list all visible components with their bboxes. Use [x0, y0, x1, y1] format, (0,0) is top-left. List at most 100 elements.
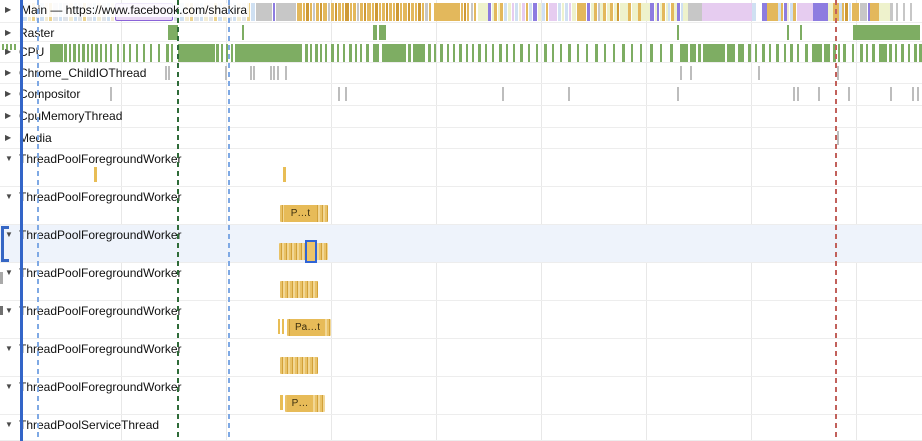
activity-segment	[839, 3, 842, 21]
activity-segment	[688, 3, 702, 21]
task-tick[interactable]	[282, 319, 284, 334]
activity-bar	[698, 44, 701, 62]
disclosure-triangle-icon[interactable]: ▼	[5, 230, 13, 239]
activity-bar	[110, 44, 112, 62]
track-row-media[interactable]: ▶ Media	[0, 128, 922, 149]
disclosure-triangle-icon[interactable]: ▼	[5, 306, 13, 315]
activity-segment	[828, 3, 833, 21]
activity-segment	[408, 3, 410, 21]
activity-bar	[413, 44, 425, 62]
track-row-threadpoolforegroundworker-3[interactable]: ▼ ThreadPoolForegroundWorker	[0, 225, 922, 263]
task-bar[interactable]: P…	[285, 395, 325, 412]
activity-segment	[529, 3, 532, 21]
disclosure-triangle-icon[interactable]: ▶	[5, 5, 12, 14]
track-row-cpumemorythread[interactable]: ▶ CpuMemoryThread	[0, 106, 922, 128]
activity-segment	[793, 3, 796, 21]
activity-bar	[797, 44, 799, 62]
activity-bar	[568, 44, 571, 62]
activity-bar	[790, 44, 793, 62]
task-bar[interactable]: P…t	[280, 205, 328, 222]
track-row-compositor[interactable]: ▶ Compositor	[0, 84, 922, 106]
activity-bar	[382, 44, 406, 62]
track-row-threadpoolservicethread[interactable]: ▼ ThreadPoolServiceThread	[0, 415, 922, 441]
activity-segment	[614, 3, 617, 21]
disclosure-triangle-icon[interactable]: ▼	[5, 154, 13, 163]
event-tick	[273, 66, 275, 80]
activity-segment	[303, 3, 305, 21]
activity-bar	[703, 44, 725, 62]
event-tick	[250, 66, 252, 80]
disclosure-triangle-icon[interactable]: ▶	[5, 47, 12, 56]
track-row-threadpoolforegroundworker-2[interactable]: ▼ ThreadPoolForegroundWorker P…t	[0, 187, 922, 225]
activity-bar	[136, 44, 138, 62]
disclosure-triangle-icon[interactable]: ▼	[5, 344, 13, 353]
track-row-threadpoolforegroundworker-6[interactable]: ▼ ThreadPoolForegroundWorker	[0, 339, 922, 377]
disclosure-triangle-icon[interactable]: ▼	[5, 192, 13, 201]
track-row-threadpoolforegroundworker-5[interactable]: ▼ ThreadPoolForegroundWorker Pa…t	[0, 301, 922, 339]
task-bar[interactable]	[279, 240, 328, 263]
activity-segment	[565, 3, 568, 21]
disclosure-triangle-icon[interactable]: ▶	[5, 89, 12, 98]
track-row-threadpoolforegroundworker-1[interactable]: ▼ ThreadPoolForegroundWorker	[0, 149, 922, 187]
track-label: Chrome_ChildIOThread	[19, 65, 147, 80]
task-tick[interactable]	[278, 319, 280, 334]
task-tick[interactable]	[94, 167, 97, 182]
disclosure-triangle-icon[interactable]: ▼	[5, 420, 13, 429]
activity-bar	[499, 44, 502, 62]
activity-bar	[650, 44, 653, 62]
task-bar[interactable]	[280, 357, 318, 374]
track-header: ▼ ThreadPoolForegroundWorker	[5, 226, 182, 243]
disclosure-triangle-icon[interactable]: ▶	[5, 68, 12, 77]
activity-bar	[560, 44, 562, 62]
activity-bar	[577, 44, 579, 62]
activity-segment	[790, 3, 793, 21]
activity-bar	[622, 44, 625, 62]
activity-segment	[357, 3, 359, 21]
task-bar[interactable]: Pa…t	[287, 319, 331, 336]
activity-segment	[396, 3, 399, 21]
event-tick	[277, 66, 279, 80]
activity-segment	[379, 3, 381, 21]
activity-segment	[660, 3, 662, 21]
activity-segment	[500, 3, 503, 21]
activity-segment	[400, 3, 402, 21]
activity-segment	[320, 3, 322, 21]
track-row-threadpoolforegroundworker-7[interactable]: ▼ ThreadPoolForegroundWorker P…	[0, 377, 922, 415]
activity-bar	[100, 44, 102, 62]
track-row-raster[interactable]: ▶ Raster	[0, 23, 922, 42]
activity-segment	[297, 3, 302, 21]
activity-segment	[429, 3, 431, 21]
disclosure-triangle-icon[interactable]: ▶	[5, 133, 12, 142]
selected-event-outline[interactable]	[305, 240, 317, 263]
activity-segment	[492, 3, 494, 21]
timeline-marker-dashed-blue-marker-2	[228, 0, 230, 441]
task-tick[interactable]	[280, 395, 283, 410]
activity-segment	[471, 3, 473, 21]
track-row-cpu[interactable]: ▶ CPU	[0, 42, 922, 63]
activity-segment	[641, 3, 650, 21]
activity-bar	[544, 44, 547, 62]
disclosure-triangle-icon[interactable]: ▶	[5, 111, 12, 120]
track-row-threadpoolforegroundworker-4[interactable]: ▼ ThreadPoolForegroundWorker	[0, 263, 922, 301]
activity-segment	[628, 3, 631, 21]
disclosure-triangle-icon[interactable]: ▶	[5, 28, 12, 37]
disclosure-triangle-icon[interactable]: ▼	[5, 382, 13, 391]
event-tick	[165, 66, 167, 80]
activity-bar	[158, 44, 160, 62]
activity-segment	[331, 3, 334, 21]
activity-bar	[872, 44, 875, 62]
event-tick	[793, 87, 795, 101]
track-label: ThreadPoolForegroundWorker	[19, 265, 182, 280]
activity-segment	[594, 3, 597, 21]
track-row-chrome-childiothread[interactable]: ▶ Chrome_ChildIOThread	[0, 63, 922, 84]
task-bar[interactable]	[280, 281, 318, 298]
task-tick[interactable]	[283, 167, 286, 182]
activity-bar	[171, 44, 173, 62]
activity-segment	[403, 3, 407, 21]
activity-bar	[434, 44, 436, 62]
activity-segment	[434, 3, 460, 21]
disclosure-triangle-icon[interactable]: ▼	[5, 268, 13, 277]
activity-bar	[513, 44, 515, 62]
activity-bar	[64, 44, 67, 62]
track-row-main[interactable]: ▶ Main — https://www.facebook.com/shakira	[0, 0, 922, 23]
